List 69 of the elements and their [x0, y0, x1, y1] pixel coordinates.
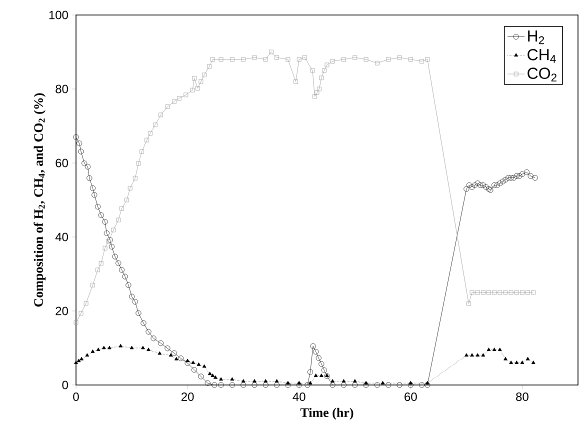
point — [80, 356, 84, 360]
point — [196, 362, 201, 366]
legend-label: CH$_{4}$ — [528, 49, 556, 63]
point — [342, 379, 346, 382]
y-tick-label: 40 — [55, 232, 68, 242]
point — [146, 348, 150, 352]
point — [314, 374, 318, 377]
legend-label: CO$_{2}$ — [528, 68, 556, 82]
x-tick-label: 0 — [73, 392, 79, 402]
point — [509, 360, 513, 364]
point — [241, 379, 246, 382]
y-tick-label: 20 — [56, 306, 68, 316]
x-axis-title: Time (hr) — [300, 408, 354, 420]
point — [308, 380, 312, 384]
point — [514, 360, 519, 364]
point — [464, 353, 468, 357]
y-tick-label: 100 — [49, 10, 68, 20]
point — [85, 353, 90, 357]
point — [319, 374, 324, 377]
point — [470, 353, 474, 357]
point — [158, 351, 162, 355]
point — [504, 356, 508, 360]
point — [274, 379, 279, 382]
point — [230, 377, 234, 381]
point — [141, 346, 145, 350]
point — [174, 356, 178, 360]
point — [264, 379, 268, 382]
point — [425, 380, 430, 384]
x-tick-label: 40 — [292, 392, 306, 402]
point — [96, 348, 100, 352]
point — [286, 380, 290, 384]
point — [297, 380, 302, 384]
x-tick-label: 60 — [404, 392, 417, 402]
point — [526, 356, 530, 360]
point — [486, 348, 491, 352]
x-tick-label: 80 — [516, 392, 528, 402]
point — [214, 375, 218, 379]
point — [108, 346, 112, 350]
point — [492, 348, 496, 352]
y-tick-label: 80 — [56, 84, 68, 94]
x-tick-label: 20 — [181, 392, 194, 402]
legend-label: H$_{2}$ — [528, 30, 544, 44]
point — [352, 379, 357, 382]
point — [168, 353, 173, 357]
point — [102, 346, 106, 350]
point — [531, 360, 536, 364]
point — [252, 379, 256, 382]
point — [380, 380, 385, 384]
point — [364, 380, 368, 384]
point — [191, 360, 196, 364]
point — [118, 344, 123, 348]
point — [476, 353, 480, 357]
point — [210, 374, 215, 377]
point — [408, 380, 413, 384]
y-tick-label: 0 — [62, 380, 68, 390]
point — [186, 358, 190, 362]
point — [90, 349, 95, 353]
y-axis-title: Composition of H$_{2}$, CH$_{4}$, and CO$_{2}$ (%) — [34, 93, 46, 307]
point — [208, 372, 212, 376]
y-tick-label: 60 — [56, 158, 68, 168]
point — [520, 360, 524, 364]
point — [330, 379, 335, 382]
point — [481, 353, 486, 357]
point — [219, 377, 223, 381]
point — [202, 364, 206, 368]
point — [498, 348, 502, 352]
point — [76, 358, 81, 362]
point — [130, 346, 134, 350]
point — [74, 360, 78, 364]
